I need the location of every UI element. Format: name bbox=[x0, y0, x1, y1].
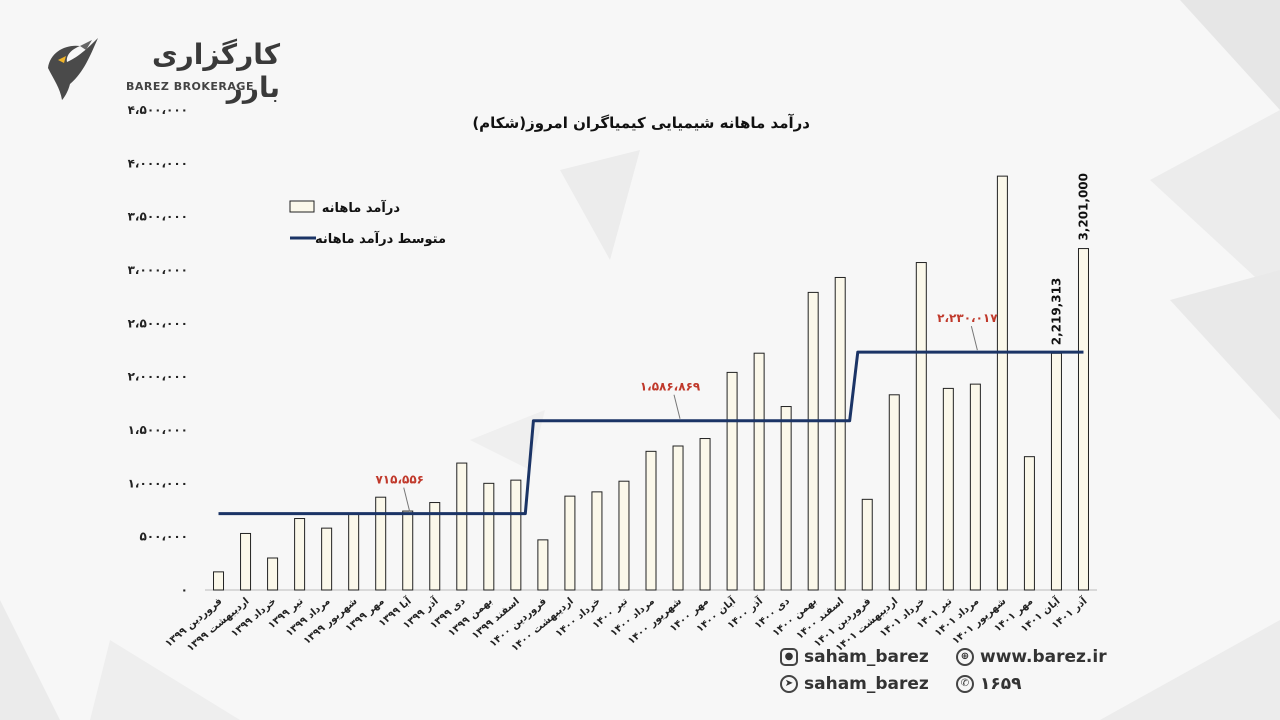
bar bbox=[888, 394, 900, 591]
instagram-handle: saham_barez bbox=[804, 647, 929, 667]
bar bbox=[834, 276, 846, 591]
telegram-contact[interactable]: ➤ saham_barez bbox=[780, 674, 929, 694]
bar bbox=[726, 371, 738, 591]
average-annotation: ۱،۵۸۶،۸۶۹ bbox=[640, 380, 701, 394]
contact-footer: ● saham_barez ➤ saham_barez ⊕ www.barez.… bbox=[770, 645, 1130, 705]
y-tick-label: ۱،۵۰۰،۰۰۰ bbox=[128, 423, 188, 437]
phone-icon: ✆ bbox=[956, 675, 974, 693]
bar bbox=[375, 496, 387, 591]
bar bbox=[861, 498, 873, 591]
globe-icon: ⊕ bbox=[956, 648, 974, 666]
bar bbox=[294, 518, 306, 591]
annotation-pointer bbox=[673, 394, 681, 419]
legend-bar-swatch bbox=[289, 200, 315, 213]
bar bbox=[213, 571, 225, 591]
bar bbox=[807, 291, 819, 591]
website-url: www.barez.ir bbox=[980, 647, 1107, 667]
phone-contact[interactable]: ✆ ۱۶۵۹ bbox=[956, 674, 1022, 694]
bar bbox=[780, 406, 792, 591]
data-label: 2,219,313 bbox=[1049, 278, 1063, 346]
bar bbox=[996, 175, 1008, 591]
bar bbox=[321, 527, 333, 591]
brand-name-en: BAREZ BROKERAGE bbox=[126, 80, 254, 93]
bar bbox=[537, 539, 549, 591]
eagle-logo-icon bbox=[48, 38, 98, 100]
y-tick-label: ۴،۵۰۰،۰۰۰ bbox=[128, 103, 188, 117]
y-tick-label: ۳،۵۰۰،۰۰۰ bbox=[128, 210, 188, 224]
chart-title: درآمد ماهانه شیمیایی کیمیاگران امروز(شکا… bbox=[472, 114, 810, 132]
bar bbox=[1077, 248, 1089, 591]
legend-line-label: متوسط درآمد ماهانه bbox=[315, 230, 446, 247]
y-tick-label: ۴،۰۰۰،۰۰۰ bbox=[128, 156, 188, 170]
y-tick-label: ۲،۰۰۰،۰۰۰ bbox=[128, 370, 188, 384]
bar bbox=[969, 383, 981, 591]
telegram-icon: ➤ bbox=[780, 675, 798, 693]
bar bbox=[267, 557, 279, 591]
phone-number: ۱۶۵۹ bbox=[980, 674, 1022, 694]
instagram-contact[interactable]: ● saham_barez bbox=[780, 647, 929, 667]
brand-logo: کارگزاری بارز BAREZ BROKERAGE bbox=[40, 30, 280, 104]
bar bbox=[915, 262, 927, 591]
y-tick-label: ۲،۵۰۰،۰۰۰ bbox=[128, 316, 188, 330]
bar bbox=[429, 502, 441, 591]
bar bbox=[1023, 456, 1035, 591]
annotation-pointer bbox=[403, 487, 411, 512]
average-annotation: ۲،۲۳۰،۰۱۷ bbox=[937, 311, 998, 325]
bar bbox=[564, 495, 576, 591]
bar bbox=[942, 387, 954, 591]
bar bbox=[240, 532, 252, 591]
legend-bar-label: درآمد ماهانه bbox=[322, 199, 401, 216]
bar bbox=[456, 462, 468, 591]
average-line bbox=[218, 350, 1084, 516]
annotation-pointer bbox=[970, 326, 978, 351]
website-contact[interactable]: ⊕ www.barez.ir bbox=[956, 647, 1107, 667]
bar bbox=[483, 482, 495, 591]
bar bbox=[1050, 352, 1062, 591]
y-tick-label: ۵۰۰،۰۰۰ bbox=[139, 530, 188, 544]
instagram-icon: ● bbox=[780, 648, 798, 666]
bar bbox=[591, 491, 603, 591]
bar bbox=[699, 438, 711, 591]
average-annotation: ۷۱۵،۵۵۶ bbox=[375, 473, 424, 487]
data-label: 3,201,000 bbox=[1076, 173, 1090, 241]
y-tick-label: ۰ bbox=[181, 583, 188, 597]
y-tick-label: ۱،۰۰۰،۰۰۰ bbox=[128, 476, 188, 490]
bar bbox=[402, 510, 414, 591]
bar bbox=[672, 445, 684, 591]
bar bbox=[645, 450, 657, 591]
telegram-handle: saham_barez bbox=[804, 674, 929, 694]
bar bbox=[753, 352, 765, 591]
y-tick-label: ۳،۰۰۰،۰۰۰ bbox=[128, 263, 188, 277]
brand-name-fa: کارگزاری بارز bbox=[152, 38, 280, 104]
bar bbox=[618, 480, 630, 591]
bar bbox=[348, 512, 360, 591]
bar bbox=[510, 479, 522, 591]
